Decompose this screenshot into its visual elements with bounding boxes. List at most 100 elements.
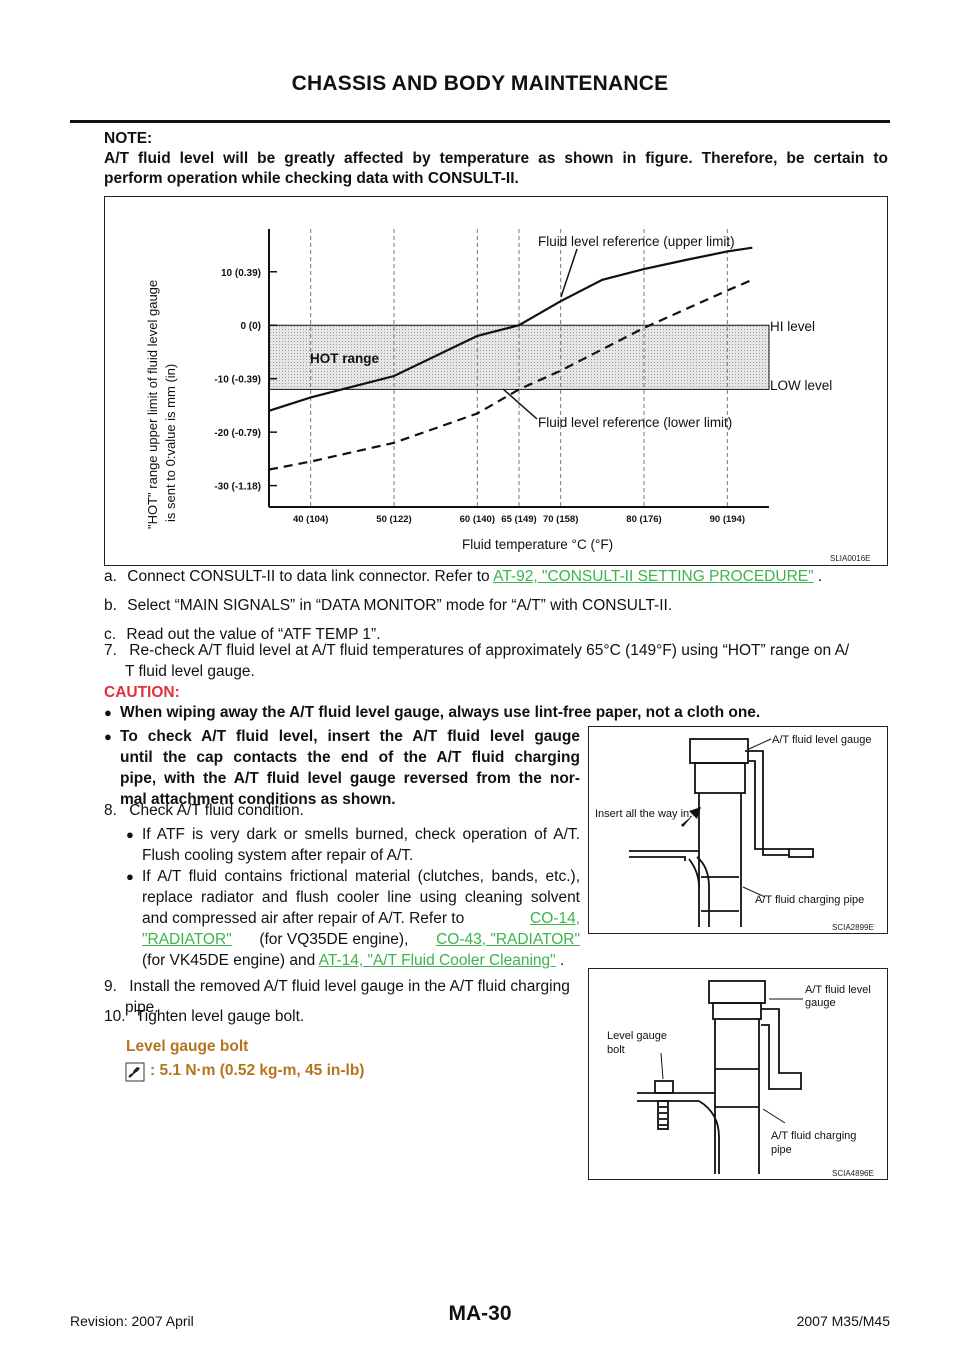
s8-b1-line-2: Flush cooling system after repair of A/T… bbox=[142, 847, 414, 864]
step-7-line-1: Re-check A/T fluid level at A/T fluid te… bbox=[129, 642, 850, 659]
y-tick-label: 10 (0.39) bbox=[221, 268, 261, 279]
fig3-pipe-label-2: pipe bbox=[771, 1144, 792, 1156]
level-gauge-bolt-figure: A/T fluid level gauge Level gauge bolt A… bbox=[588, 968, 888, 1180]
step-7-number: 7. bbox=[104, 642, 117, 659]
chart-x-axis-label: Fluid temperature °C (°F) bbox=[462, 537, 613, 552]
step-c-text: Read out the value of “ATF TEMP 1”. bbox=[126, 626, 381, 643]
header-divider bbox=[70, 120, 890, 123]
fig3-pipe-label-1: A/T fluid charging bbox=[771, 1130, 856, 1142]
step-9-line-1: Install the removed A/T fluid level gaug… bbox=[129, 978, 570, 995]
lower-ref-leader bbox=[502, 388, 538, 420]
step-a-end: . bbox=[817, 568, 823, 585]
s8-b2-end: . bbox=[559, 952, 565, 969]
step-b-text: Select “MAIN SIGNALS” in “DATA MONITOR” … bbox=[127, 597, 673, 614]
step-b-letter: b. bbox=[104, 597, 117, 614]
link-at-14-cooler-cleaning[interactable]: AT-14, "A/T Fluid Cooler Cleaning" bbox=[318, 952, 556, 969]
caution-label: CAUTION: bbox=[104, 684, 180, 701]
s8-b2-line-4: "RADIATOR" (for VQ35DE engine), CO-43, "… bbox=[142, 929, 580, 950]
fig3-gauge-label-2: gauge bbox=[805, 997, 836, 1009]
x-tick-label: 90 (194) bbox=[710, 514, 745, 525]
upper-limit-series-line bbox=[268, 246, 753, 412]
step-7: 7. Re-check A/T fluid level at A/T fluid… bbox=[104, 640, 894, 661]
upper-ref-leader bbox=[560, 248, 578, 298]
step-7-line-2: T fluid level gauge. bbox=[125, 663, 255, 680]
s8-b2-mid: (for VQ35DE engine), bbox=[259, 931, 409, 948]
spec-label: Level gauge bolt bbox=[126, 1038, 249, 1055]
step-8: 8. Check A/T fluid condition. bbox=[104, 800, 574, 821]
y-tick-label: -30 (-1.18) bbox=[214, 482, 261, 493]
step-8-bullet-1: ● If ATF is very dark or smells burned, … bbox=[126, 824, 580, 866]
fig2-insert-label: Insert all the way in. bbox=[595, 808, 692, 820]
figure-code: SLIA0016E bbox=[830, 554, 871, 563]
page-header-title: CHASSIS AND BODY MAINTENANCE bbox=[291, 72, 669, 95]
link-consult-setting[interactable]: AT-92, "CONSULT-II SETTING PROCEDURE" bbox=[493, 568, 814, 585]
level-gauge-bolt-illustration: A/T fluid level gauge Level gauge bolt A… bbox=[607, 980, 871, 1174]
figure-code: SCIA4896E bbox=[832, 1169, 874, 1178]
step-a-letter: a. bbox=[104, 568, 117, 585]
s8-b2-line-1: If A/T fluid contains frictional materia… bbox=[142, 868, 580, 885]
step-9-line-2: pipe. bbox=[125, 999, 159, 1016]
spec-value: : 5.1 N·m (0.52 kg-m, 45 in-lb) bbox=[150, 1062, 365, 1079]
s8-b2-line-3-text: and compressed air after repair of A/T. … bbox=[142, 910, 465, 927]
gauge-insertion-illustration: A/T fluid level gauge Insert all the way… bbox=[595, 734, 871, 927]
step-9-cont: pipe. bbox=[125, 997, 575, 1018]
insert-arrow-icon bbox=[681, 807, 701, 827]
bullet-dot: ● bbox=[104, 705, 112, 720]
step-7-cont: T fluid level gauge. bbox=[125, 661, 885, 682]
note-line-2: perform operation while checking data wi… bbox=[104, 170, 519, 187]
fluid-level-chart-figure: 10 (0.39) 0 (0) -10 (-0.39) -20 (-0.79) -30 … bbox=[104, 196, 888, 566]
caution-1-text: When wiping away the A/T fluid level gau… bbox=[120, 704, 761, 721]
step-a-text: Connect CONSULT-II to data link connecto… bbox=[127, 568, 490, 585]
torque-wrench-icon bbox=[125, 1062, 145, 1082]
link-co-43-radiator[interactable]: CO-43, "RADIATOR" bbox=[436, 931, 580, 948]
step-c-letter: c. bbox=[104, 626, 117, 643]
s8-b1-line-1: If ATF is very dark or smells burned, ch… bbox=[142, 826, 580, 843]
note-block: NOTE: A/T fluid level will be greatly af… bbox=[104, 129, 888, 189]
link-co-14-radiator[interactable]: "RADIATOR" bbox=[142, 931, 232, 948]
step-10-number: 10. bbox=[104, 1008, 126, 1025]
note-label: NOTE: bbox=[104, 130, 153, 147]
gauge-insertion-figure: A/T fluid level gauge Insert all the way… bbox=[588, 726, 888, 934]
upper-ref-label: Fluid level reference (upper limit) bbox=[538, 234, 735, 249]
step-8-number: 8. bbox=[104, 802, 117, 819]
fig2-gauge-label: A/T fluid level gauge bbox=[772, 734, 871, 746]
caution-2-line-3: pipe, with the A/T fluid level gauge rev… bbox=[120, 770, 580, 787]
lower-ref-label: Fluid level reference (lower limit) bbox=[538, 415, 732, 430]
fig2-pipe-label: A/T fluid charging pipe bbox=[755, 894, 864, 906]
step-10-text: Tighten level gauge bolt. bbox=[135, 1008, 305, 1025]
footer-model: 2007 M35/M45 bbox=[796, 1313, 890, 1329]
s8-b2-line-5: (for VK45DE engine) and AT-14, "A/T Flui… bbox=[142, 950, 580, 971]
step-8-text: Check A/T fluid condition. bbox=[129, 802, 304, 819]
step-8-bullet-2: ● If A/T fluid contains frictional mater… bbox=[126, 866, 580, 971]
fluid-level-chart: 10 (0.39) 0 (0) -10 (-0.39) -20 (-0.79) -30 … bbox=[145, 229, 832, 552]
fig3-bolt-label-1: Level gauge bbox=[607, 1030, 667, 1042]
chart-y-axis-label-1: "HOT" range upper limit of fluid level g… bbox=[145, 280, 160, 529]
link-co-14[interactable]: CO-14, bbox=[530, 910, 580, 927]
x-tick-label: 40 (104) bbox=[293, 514, 328, 525]
step-c: c. Read out the value of “ATF TEMP 1”. bbox=[104, 624, 894, 645]
s8-b2-line-2: replace radiator and flush cooler line u… bbox=[142, 889, 580, 906]
hi-level-label: HI level bbox=[770, 319, 815, 334]
note-line-1: A/T fluid level will be greatly affected… bbox=[104, 150, 888, 167]
y-tick-label: -20 (-0.79) bbox=[214, 428, 261, 439]
step-9-number: 9. bbox=[104, 978, 117, 995]
fig3-gauge-label-1: A/T fluid level bbox=[805, 984, 871, 996]
bullet-dot: ● bbox=[104, 729, 112, 744]
caution-bullet-2: ● To check A/T fluid level, insert the A… bbox=[104, 726, 580, 810]
bullet-dot: ● bbox=[126, 827, 134, 842]
caution-2-line-2: until the cap contacts the end of the A/… bbox=[120, 749, 580, 766]
caution-2-line-4: mal attachment conditions as shown. bbox=[120, 791, 396, 808]
chart-y-axis-label-2: is sent to 0:value is mm (in) bbox=[163, 364, 178, 522]
caution-bullet-1: ● When wiping away the A/T fluid level g… bbox=[104, 702, 894, 723]
footer-page-number: MA-30 bbox=[448, 1302, 512, 1325]
y-tick-label: -10 (-0.39) bbox=[214, 375, 261, 386]
x-tick-label: 65 (149) bbox=[501, 514, 536, 525]
figure-code: SCIA2899E bbox=[832, 923, 874, 932]
y-tick-label: 0 (0) bbox=[240, 321, 261, 332]
bullet-dot: ● bbox=[126, 869, 134, 884]
footer-revision: Revision: 2007 April bbox=[70, 1313, 194, 1329]
step-a: a. Connect CONSULT-II to data link conne… bbox=[104, 566, 894, 587]
hot-range-label: HOT range bbox=[310, 351, 380, 366]
s8-b2-line-5-text: (for VK45DE engine) and bbox=[142, 952, 316, 969]
x-tick-label: 70 (158) bbox=[543, 514, 578, 525]
